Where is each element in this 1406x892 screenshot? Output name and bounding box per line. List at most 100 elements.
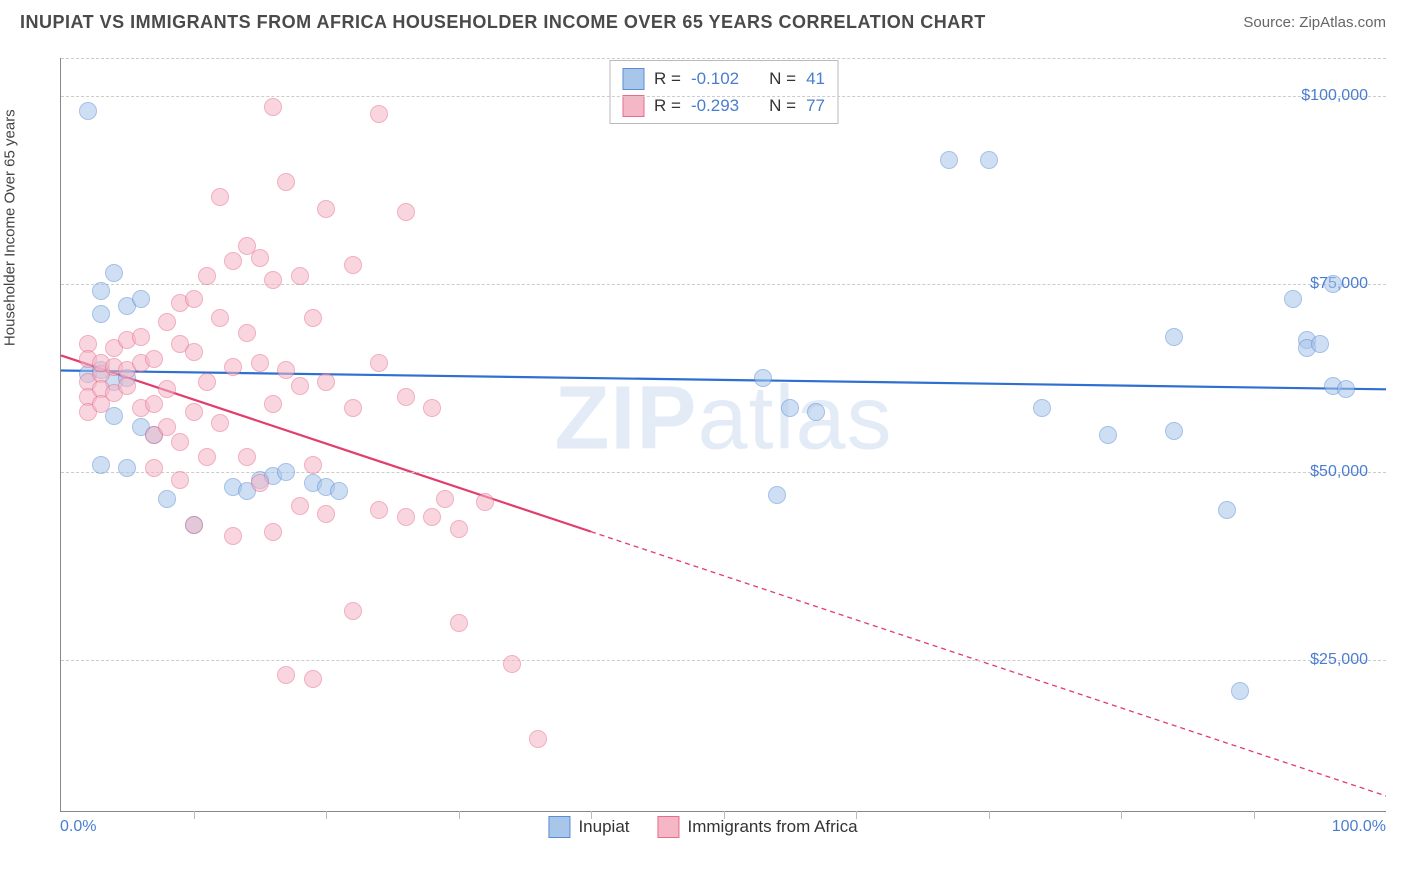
scatter-point	[264, 271, 282, 289]
scatter-point	[450, 520, 468, 538]
stats-row: R =-0.102N =41	[622, 65, 825, 92]
scatter-point	[198, 373, 216, 391]
scatter-point	[132, 328, 150, 346]
x-tick	[1254, 811, 1255, 819]
scatter-point	[118, 377, 136, 395]
x-tick	[194, 811, 195, 819]
scatter-point	[436, 490, 454, 508]
scatter-point	[211, 188, 229, 206]
y-tick-label: $50,000	[1310, 463, 1368, 481]
y-axis-label: Householder Income Over 65 years	[2, 109, 19, 346]
scatter-point	[251, 354, 269, 372]
scatter-point	[251, 474, 269, 492]
legend-swatch	[622, 68, 644, 90]
scatter-point	[238, 324, 256, 342]
scatter-point	[79, 102, 97, 120]
scatter-point	[171, 433, 189, 451]
scatter-point	[1099, 426, 1117, 444]
scatter-point	[158, 380, 176, 398]
legend-item: Immigrants from Africa	[658, 816, 858, 838]
chart-container: Householder Income Over 65 years ZIPatla…	[20, 50, 1386, 862]
scatter-point	[185, 343, 203, 361]
scatter-point	[370, 501, 388, 519]
scatter-point	[370, 354, 388, 372]
scatter-point	[132, 290, 150, 308]
plot-area: ZIPatlas R =-0.102N =41R =-0.293N =77 $2…	[60, 58, 1386, 812]
scatter-point	[291, 497, 309, 515]
legend: Inupiat Immigrants from Africa	[548, 816, 857, 838]
y-tick-label: $25,000	[1310, 651, 1368, 669]
scatter-point	[224, 527, 242, 545]
scatter-point	[1311, 335, 1329, 353]
scatter-point	[185, 290, 203, 308]
scatter-point	[145, 350, 163, 368]
scatter-point	[768, 486, 786, 504]
scatter-point	[450, 614, 468, 632]
scatter-point	[370, 105, 388, 123]
scatter-point	[211, 414, 229, 432]
source-link[interactable]: ZipAtlas.com	[1299, 14, 1386, 31]
scatter-point	[1337, 380, 1355, 398]
legend-swatch	[622, 95, 644, 117]
scatter-point	[145, 395, 163, 413]
r-value: -0.102	[691, 65, 739, 92]
scatter-point	[105, 264, 123, 282]
trend-line-dashed	[591, 532, 1386, 796]
trend-line-solid	[61, 370, 1386, 389]
x-axis-max-label: 100.0%	[1332, 818, 1386, 836]
correlation-stats-box: R =-0.102N =41R =-0.293N =77	[609, 60, 838, 124]
scatter-point	[503, 655, 521, 673]
gridline-h	[61, 96, 1386, 97]
scatter-point	[304, 670, 322, 688]
scatter-point	[344, 399, 362, 417]
gridline-h	[61, 284, 1386, 285]
scatter-point	[1033, 399, 1051, 417]
scatter-point	[317, 373, 335, 391]
scatter-point	[92, 456, 110, 474]
y-tick-label: $100,000	[1301, 87, 1368, 105]
n-value: 41	[806, 65, 825, 92]
scatter-point	[145, 459, 163, 477]
scatter-point	[317, 200, 335, 218]
scatter-point	[238, 448, 256, 466]
scatter-point	[1165, 422, 1183, 440]
x-tick	[1121, 811, 1122, 819]
scatter-point	[198, 267, 216, 285]
x-tick	[459, 811, 460, 819]
watermark: ZIPatlas	[554, 368, 892, 471]
scatter-point	[397, 508, 415, 526]
scatter-point	[940, 151, 958, 169]
legend-label: Inupiat	[578, 817, 629, 837]
chart-title: INUPIAT VS IMMIGRANTS FROM AFRICA HOUSEH…	[20, 12, 986, 33]
scatter-point	[304, 309, 322, 327]
scatter-point	[1284, 290, 1302, 308]
x-tick	[326, 811, 327, 819]
scatter-point	[317, 505, 335, 523]
scatter-point	[1324, 275, 1342, 293]
scatter-point	[807, 403, 825, 421]
scatter-point	[1231, 682, 1249, 700]
x-axis-min-label: 0.0%	[60, 818, 96, 836]
scatter-point	[1165, 328, 1183, 346]
scatter-point	[277, 173, 295, 191]
scatter-point	[277, 463, 295, 481]
scatter-point	[118, 459, 136, 477]
scatter-point	[92, 282, 110, 300]
scatter-point	[423, 508, 441, 526]
legend-swatch	[658, 816, 680, 838]
scatter-point	[344, 256, 362, 274]
scatter-point	[224, 252, 242, 270]
scatter-point	[185, 516, 203, 534]
scatter-point	[330, 482, 348, 500]
scatter-point	[1218, 501, 1236, 519]
scatter-point	[171, 471, 189, 489]
scatter-point	[397, 203, 415, 221]
scatter-point	[185, 403, 203, 421]
scatter-point	[277, 361, 295, 379]
gridline-h	[61, 660, 1386, 661]
scatter-point	[476, 493, 494, 511]
scatter-point	[529, 730, 547, 748]
scatter-point	[397, 388, 415, 406]
scatter-point	[251, 249, 269, 267]
source-attribution: Source: ZipAtlas.com	[1243, 14, 1386, 31]
